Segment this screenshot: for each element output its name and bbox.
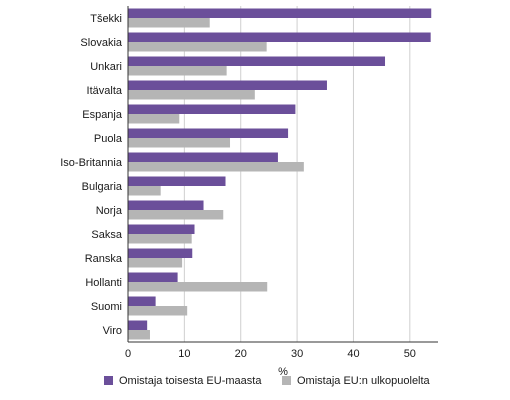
category-label: Puola: [94, 133, 123, 145]
x-tick-label: 50: [404, 348, 416, 360]
category-label: Viro: [103, 325, 122, 337]
legend-label-eu-owner: Omistaja toisesta EU-maasta: [119, 375, 262, 387]
bar-eu-owner: [128, 104, 296, 114]
category-label: Suomi: [91, 301, 122, 313]
bar-non-eu-owner: [128, 186, 161, 196]
legend-swatch-eu-owner: [104, 376, 113, 385]
bar-non-eu-owner: [128, 210, 224, 220]
bar-eu-owner: [128, 200, 204, 210]
x-axis-label: %: [278, 366, 288, 378]
bar-non-eu-owner: [128, 162, 304, 172]
bar-non-eu-owner: [128, 66, 227, 76]
category-label: Slovakia: [80, 37, 122, 49]
bar-non-eu-owner: [128, 282, 268, 292]
x-tick-labels: 0 10 20 30 40 50: [125, 348, 416, 360]
bar-non-eu-owner: [128, 138, 231, 148]
category-label: Ranska: [85, 253, 123, 265]
category-label: Norja: [96, 205, 123, 217]
bar-eu-owner: [128, 224, 195, 234]
bar-eu-owner: [128, 56, 386, 66]
bar-eu-owner: [128, 320, 148, 330]
bar-eu-owner: [128, 272, 178, 282]
bar-eu-owner: [128, 176, 226, 186]
x-tick-label: 20: [235, 348, 247, 360]
bar-eu-owner: [128, 152, 278, 162]
bar-non-eu-owner: [128, 330, 150, 340]
axes: [127, 6, 438, 343]
x-tick-label: 10: [178, 348, 190, 360]
category-label: Bulgaria: [82, 181, 123, 193]
legend-swatch-non-eu-owner: [282, 376, 291, 385]
category-label: Unkari: [90, 61, 122, 73]
bar-eu-owner: [128, 32, 431, 42]
bars: [128, 8, 432, 340]
x-tick-label: 30: [291, 348, 303, 360]
bar-non-eu-owner: [128, 306, 188, 316]
bar-non-eu-owner: [128, 90, 255, 100]
bar-non-eu-owner: [128, 258, 183, 268]
bar-eu-owner: [128, 8, 432, 18]
legend-label-non-eu-owner: Omistaja EU:n ulkopuolelta: [297, 375, 431, 387]
bar-non-eu-owner: [128, 42, 267, 52]
legend: Omistaja toisesta EU-maasta Omistaja EU:n…: [104, 375, 431, 387]
category-label: Tšekki: [90, 13, 122, 25]
bar-non-eu-owner: [128, 18, 210, 28]
category-label: Hollanti: [85, 277, 122, 289]
x-tick-label: 0: [125, 348, 131, 360]
bar-eu-owner: [128, 248, 193, 258]
category-labels: Tšekki Slovakia Unkari Itävalta Espanja Puola…: [60, 13, 123, 337]
bar-eu-owner: [128, 80, 327, 90]
category-label: Saksa: [91, 229, 122, 241]
category-label: Itävalta: [87, 85, 123, 97]
bar-eu-owner: [128, 296, 156, 306]
bar-non-eu-owner: [128, 114, 180, 124]
bar-non-eu-owner: [128, 234, 192, 244]
x-tick-label: 40: [347, 348, 359, 360]
category-label: Iso-Britannia: [60, 157, 123, 169]
bar-eu-owner: [128, 128, 289, 138]
category-label: Espanja: [82, 109, 123, 121]
grid-lines: [183, 6, 411, 342]
